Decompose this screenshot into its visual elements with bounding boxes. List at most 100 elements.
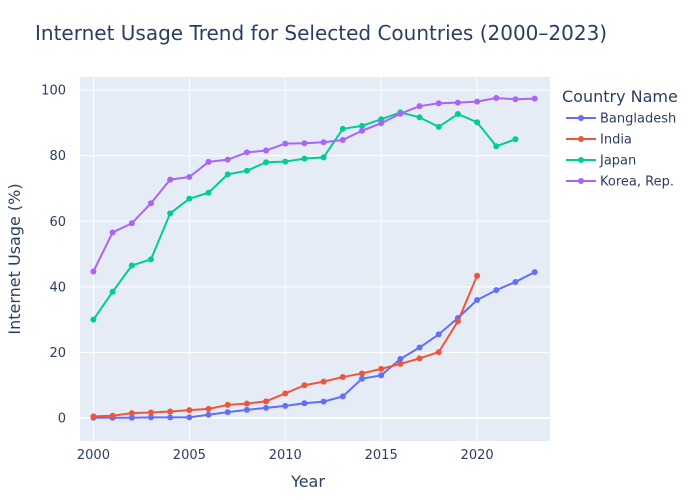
data-point-korea-rep bbox=[320, 139, 327, 146]
data-point-korea-rep bbox=[224, 156, 231, 163]
data-point-india bbox=[263, 398, 270, 405]
legend-swatch-marker bbox=[578, 178, 584, 184]
y-tick-label: 0 bbox=[58, 412, 66, 427]
data-point-japan bbox=[205, 189, 212, 196]
data-point-india bbox=[128, 410, 135, 417]
y-axis-title: Internet Usage (%) bbox=[5, 183, 24, 334]
data-point-india bbox=[359, 370, 365, 377]
data-point-india bbox=[416, 355, 423, 362]
data-point-bangladesh bbox=[474, 296, 481, 303]
data-point-korea-rep bbox=[397, 110, 404, 117]
data-point-bangladesh bbox=[243, 406, 250, 413]
data-point-japan bbox=[186, 195, 193, 202]
data-point-bangladesh bbox=[493, 287, 500, 294]
data-point-korea-rep bbox=[454, 99, 461, 106]
data-point-bangladesh bbox=[397, 356, 404, 363]
data-point-japan bbox=[243, 167, 250, 174]
data-point-japan bbox=[474, 119, 481, 126]
data-point-korea-rep bbox=[435, 100, 442, 107]
data-point-korea-rep bbox=[474, 98, 481, 105]
data-point-india bbox=[454, 318, 461, 325]
x-tick-label: 2010 bbox=[269, 448, 302, 463]
data-point-korea-rep bbox=[90, 268, 97, 275]
y-tick-label: 100 bbox=[41, 84, 66, 99]
data-point-bangladesh bbox=[205, 411, 212, 418]
y-tick-label: 60 bbox=[49, 215, 66, 230]
data-point-india bbox=[186, 407, 193, 414]
legend-swatch-marker bbox=[578, 157, 584, 163]
chart-title: Internet Usage Trend for Selected Countr… bbox=[35, 21, 607, 45]
data-point-india bbox=[474, 272, 481, 279]
data-point-bangladesh bbox=[378, 372, 385, 379]
plot-area bbox=[80, 77, 550, 441]
data-point-korea-rep bbox=[109, 229, 116, 236]
legend-item-japan[interactable]: Japan bbox=[566, 154, 636, 169]
data-point-japan bbox=[454, 111, 461, 118]
data-point-bangladesh bbox=[359, 375, 365, 382]
data-point-bangladesh bbox=[531, 269, 538, 276]
data-point-india bbox=[147, 409, 154, 416]
data-point-bangladesh bbox=[147, 414, 154, 421]
data-point-korea-rep bbox=[416, 103, 423, 110]
data-point-korea-rep bbox=[167, 176, 174, 183]
data-point-japan bbox=[109, 288, 116, 295]
legend-item-bangladesh[interactable]: Bangladesh bbox=[566, 112, 676, 127]
data-point-bangladesh bbox=[320, 398, 327, 405]
data-point-korea-rep bbox=[512, 96, 519, 103]
series-points bbox=[90, 94, 538, 421]
data-point-india bbox=[205, 405, 212, 412]
data-point-korea-rep bbox=[263, 147, 270, 154]
data-point-india bbox=[397, 360, 404, 367]
data-point-bangladesh bbox=[339, 393, 346, 400]
legend-label: Bangladesh bbox=[600, 112, 676, 127]
data-point-korea-rep bbox=[378, 120, 385, 127]
data-point-india bbox=[167, 408, 174, 415]
data-point-bangladesh bbox=[301, 400, 308, 407]
data-point-japan bbox=[90, 316, 97, 323]
data-point-japan bbox=[282, 158, 289, 165]
data-point-korea-rep bbox=[186, 174, 193, 181]
data-point-japan bbox=[263, 159, 270, 166]
data-point-india bbox=[435, 349, 442, 356]
data-point-japan bbox=[224, 171, 231, 178]
data-point-india bbox=[282, 390, 289, 397]
data-point-japan bbox=[339, 125, 346, 132]
legend-item-india[interactable]: India bbox=[566, 133, 632, 148]
legend: Country Name Bangladesh India Japan Korea, … bbox=[562, 87, 678, 190]
data-point-bangladesh bbox=[186, 414, 193, 421]
data-point-japan bbox=[167, 210, 174, 217]
data-point-india bbox=[320, 378, 327, 385]
data-point-korea-rep bbox=[147, 200, 154, 207]
data-point-india bbox=[109, 412, 116, 419]
data-point-japan bbox=[512, 136, 519, 143]
series-line-korea-rep bbox=[92, 96, 535, 272]
legend-items: Bangladesh India Japan Korea, Rep. bbox=[566, 112, 676, 190]
y-tick-label: 40 bbox=[49, 280, 66, 295]
legend-label: Korea, Rep. bbox=[600, 175, 674, 190]
data-point-india bbox=[90, 413, 97, 420]
data-point-korea-rep bbox=[339, 136, 346, 143]
x-tick-label: 2000 bbox=[77, 448, 110, 463]
data-point-bangladesh bbox=[512, 278, 519, 285]
legend-item-korea-rep[interactable]: Korea, Rep. bbox=[566, 175, 674, 190]
legend-label: India bbox=[600, 133, 632, 148]
data-point-korea-rep bbox=[128, 220, 135, 227]
y-axis-ticks: 0 20 40 60 80 100 bbox=[41, 84, 66, 427]
data-point-india bbox=[301, 382, 308, 389]
data-point-korea-rep bbox=[301, 140, 308, 147]
data-point-japan bbox=[493, 143, 500, 150]
data-point-korea-rep bbox=[205, 158, 212, 165]
data-point-bangladesh bbox=[128, 414, 135, 421]
data-point-korea-rep bbox=[243, 149, 250, 156]
data-point-japan bbox=[301, 155, 308, 162]
data-point-bangladesh bbox=[416, 344, 423, 351]
data-point-india bbox=[339, 374, 346, 381]
data-point-japan bbox=[147, 256, 154, 263]
data-point-india bbox=[224, 401, 231, 408]
y-tick-label: 20 bbox=[49, 346, 66, 361]
data-point-bangladesh bbox=[263, 404, 270, 411]
data-point-korea-rep bbox=[359, 127, 365, 134]
x-tick-label: 2020 bbox=[461, 448, 494, 463]
y-tick-label: 80 bbox=[49, 149, 66, 164]
data-point-korea-rep bbox=[493, 94, 500, 101]
